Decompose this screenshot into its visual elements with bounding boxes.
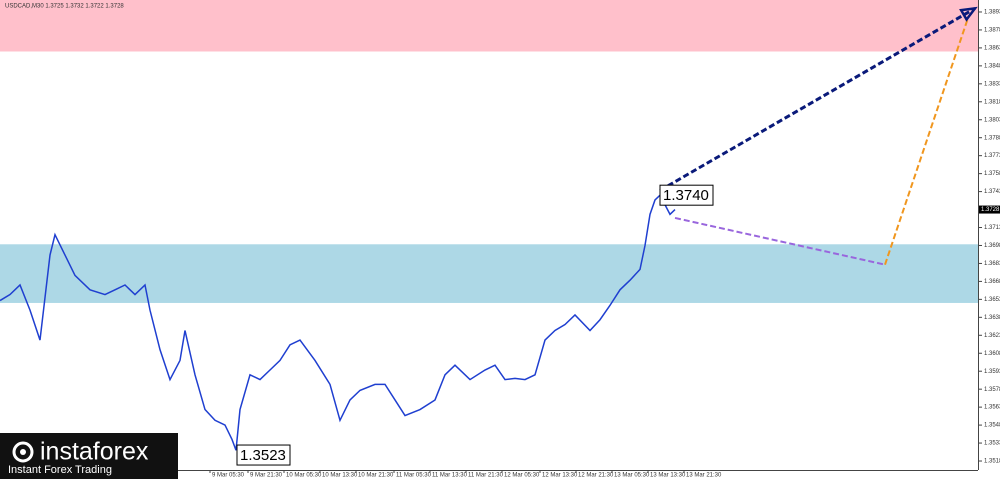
x-tick-label: 9 Mar 05:30 [212,473,245,479]
x-tick-label: 9 Mar 21:30 [250,473,283,479]
y-tick-label: 1.3788 [984,135,1000,141]
x-tick-label: 11 Mar 21:30 [468,473,504,479]
y-tick-label: 1.3818 [984,99,1000,105]
x-tick-label: 12 Mar 05:30 [504,473,540,479]
last-price-box [979,205,1000,214]
plot-area: 1.3740 1.3523 [0,0,978,466]
y-tick-label: 1.3608 [984,351,1000,357]
logo-name: instaforex [40,438,149,466]
y-tick-label: 1.3638 [984,315,1000,321]
y-tick-label: 1.3623 [984,333,1000,339]
y-tick-label: 1.3533 [984,441,1000,447]
y-tick-label: 1.3878 [984,28,1000,34]
arrowhead [959,6,978,22]
x-tick-label: 13 Mar 13:30 [650,473,686,479]
x-tick-label: 13 Mar 05:30 [614,473,650,479]
price-line [0,193,676,451]
y-tick-label: 1.3668 [984,279,1000,285]
y-tick-label: 1.3758 [984,171,1000,177]
y-tick-label: 1.3713 [984,225,1000,231]
x-tick-label: 10 Mar 13:30 [322,473,358,479]
y-tick-label: 1.3653 [984,297,1000,303]
x-tick-label: 12 Mar 13:30 [542,473,578,479]
y-tick-label: 1.3743 [984,189,1000,195]
chart-title: USDCAD,M30 1.3725 1.3732 1.3722 1.3728 [5,4,124,10]
last-price-label: 1.3728 [981,207,1000,213]
y-tick-label: 1.3803 [984,117,1000,123]
y-tick-label: 1.3548 [984,423,1000,429]
y-tick-label: 1.3833 [984,81,1000,87]
zone [0,0,978,52]
y-tick-label: 1.3578 [984,387,1000,393]
annotation-box [659,184,714,206]
x-tick-label: 10 Mar 21:30 [358,473,394,479]
y-tick-label: 1.3518 [984,459,1000,465]
x-tick-label: 13 Mar 21:30 [686,473,722,479]
y-tick-label: 1.3848 [984,63,1000,69]
logo-tagline: Instant Forex Trading [8,464,112,476]
annotation-label: 1.3740 [663,187,709,204]
y-tick-label: 1.3863 [984,45,1000,51]
forecast-line [884,17,969,265]
annotation-box [236,444,291,466]
x-tick-label: 11 Mar 13:30 [432,473,468,479]
y-tick-label: 1.3893 [984,10,1000,16]
zone [0,244,978,303]
logo-icon-dot [20,449,26,455]
y-tick-label: 1.3683 [984,261,1000,267]
logo: instaforex Instant Forex Trading [0,433,178,479]
y-tick-label: 1.3773 [984,153,1000,159]
x-tick-label: 10 Mar 05:30 [286,473,322,479]
x-tick-label: 12 Mar 21:30 [578,473,614,479]
x-tick-label: 11 Mar 05:30 [396,473,432,479]
y-tick-label: 1.3563 [984,405,1000,411]
y-tick-label: 1.3698 [984,243,1000,249]
forecast-line [659,7,976,192]
y-tick-label: 1.3593 [984,369,1000,375]
annotation-label: 1.3523 [240,447,286,464]
logo-icon [12,441,34,463]
